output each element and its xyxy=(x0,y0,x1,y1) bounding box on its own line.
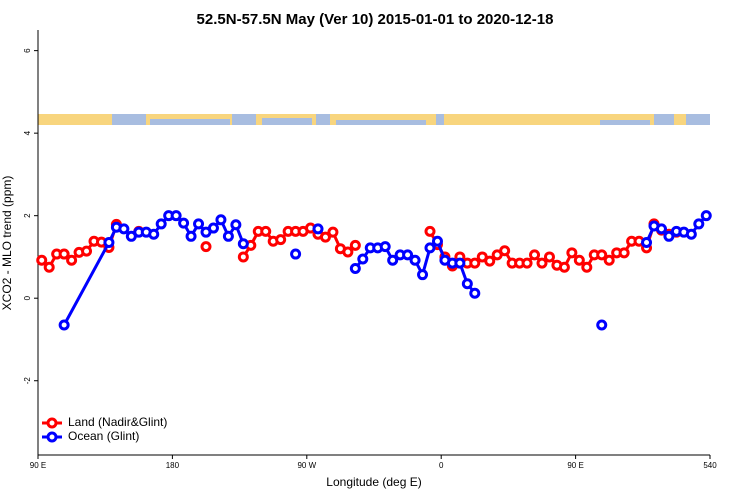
data-point xyxy=(402,249,414,261)
data-point xyxy=(536,257,548,269)
data-point xyxy=(327,226,339,238)
data-point xyxy=(230,219,242,231)
data-point xyxy=(461,278,473,290)
data-point xyxy=(685,228,697,240)
legend: Land (Nadir&Glint)Ocean (Glint) xyxy=(42,415,167,443)
data-point xyxy=(596,319,608,331)
data-point xyxy=(237,251,249,263)
data-point xyxy=(431,235,443,247)
data-point xyxy=(521,257,533,269)
data-point xyxy=(349,239,361,251)
data-point xyxy=(566,247,578,259)
data-point xyxy=(215,214,227,226)
data-point xyxy=(103,237,115,248)
y-tick-label: -2 xyxy=(23,377,32,385)
data-point xyxy=(342,246,354,258)
data-point xyxy=(484,255,496,267)
data-point xyxy=(409,254,421,266)
data-point xyxy=(663,230,675,242)
data-point xyxy=(148,228,160,240)
data-point xyxy=(200,241,212,253)
data-point xyxy=(118,223,130,235)
x-tick-label: 90 E xyxy=(567,461,583,470)
data-point xyxy=(58,248,70,260)
data-point xyxy=(290,248,302,260)
data-point xyxy=(424,242,436,254)
data-point xyxy=(655,223,667,235)
data-point xyxy=(222,230,234,242)
data-point xyxy=(185,230,197,242)
series-line xyxy=(62,214,708,326)
data-point xyxy=(558,261,570,273)
data-point xyxy=(237,238,249,250)
data-point xyxy=(618,247,630,259)
y-tick-label: 2 xyxy=(23,213,32,218)
data-point xyxy=(543,251,555,263)
data-point xyxy=(170,210,182,222)
data-point xyxy=(155,218,167,230)
y-axis-label: XCO2 - MLO trend (ppm) xyxy=(0,176,14,311)
x-axis-label: Longitude (deg E) xyxy=(326,475,421,489)
data-point xyxy=(581,261,593,273)
data-point xyxy=(603,254,615,266)
data-point xyxy=(387,254,399,266)
data-point xyxy=(693,218,705,230)
data-point xyxy=(529,249,541,261)
data-point xyxy=(469,287,481,299)
data-point xyxy=(700,210,712,222)
data-point xyxy=(207,222,219,234)
data-point xyxy=(260,225,272,237)
data-point xyxy=(499,245,511,257)
data-point xyxy=(36,254,48,266)
data-point xyxy=(417,269,429,281)
data-point xyxy=(641,237,653,248)
legend-label: Land (Nadir&Glint) xyxy=(68,415,167,429)
y-tick-label: 0 xyxy=(23,295,32,300)
data-point xyxy=(424,225,436,237)
legend-label: Ocean (Glint) xyxy=(68,429,139,443)
data-point xyxy=(379,241,391,253)
y-tick-label: 6 xyxy=(23,48,32,53)
data-point xyxy=(454,257,466,269)
data-point xyxy=(319,231,331,243)
legend-marker xyxy=(46,417,58,429)
x-tick-label: 0 xyxy=(439,461,444,470)
data-point xyxy=(573,254,585,266)
data-point xyxy=(349,262,361,274)
y-tick-label: 4 xyxy=(23,130,32,135)
data-point xyxy=(178,217,190,229)
chart-title: 52.5N-57.5N May (Ver 10) 2015-01-01 to 2… xyxy=(197,11,554,28)
data-point xyxy=(275,234,287,246)
x-tick-label: 90 E xyxy=(30,461,46,470)
data-point xyxy=(312,223,324,235)
data-point xyxy=(66,254,78,266)
data-point xyxy=(193,218,205,230)
x-tick-label: 90 W xyxy=(297,461,316,470)
x-tick-label: 540 xyxy=(703,461,717,470)
land-ocean-strip xyxy=(38,114,710,125)
x-tick-label: 180 xyxy=(166,461,180,470)
data-point xyxy=(81,245,93,257)
data-point xyxy=(58,319,70,331)
data-point xyxy=(596,249,608,261)
legend-marker xyxy=(46,431,58,443)
data-point xyxy=(357,253,369,265)
data-point xyxy=(469,257,481,269)
data-point xyxy=(43,261,55,273)
